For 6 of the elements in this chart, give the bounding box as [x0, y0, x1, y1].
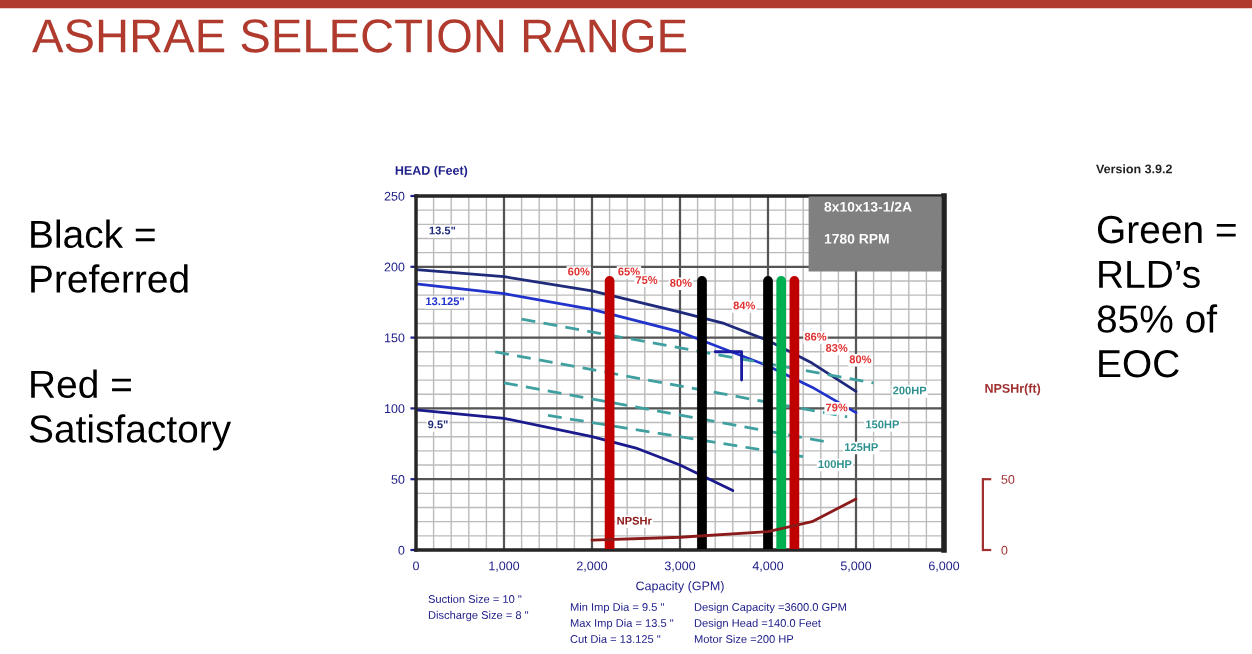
chart-title: ASHRAE SELECTION RANGE [32, 19, 686, 53]
line-series [416, 408, 735, 492]
text: Red = Satisfactory [29, 369, 232, 451]
text: Green = RLD’s 85% of EOC [1097, 215, 1236, 378]
text: Black = Preferred [31, 219, 188, 293]
line-series [590, 497, 858, 542]
